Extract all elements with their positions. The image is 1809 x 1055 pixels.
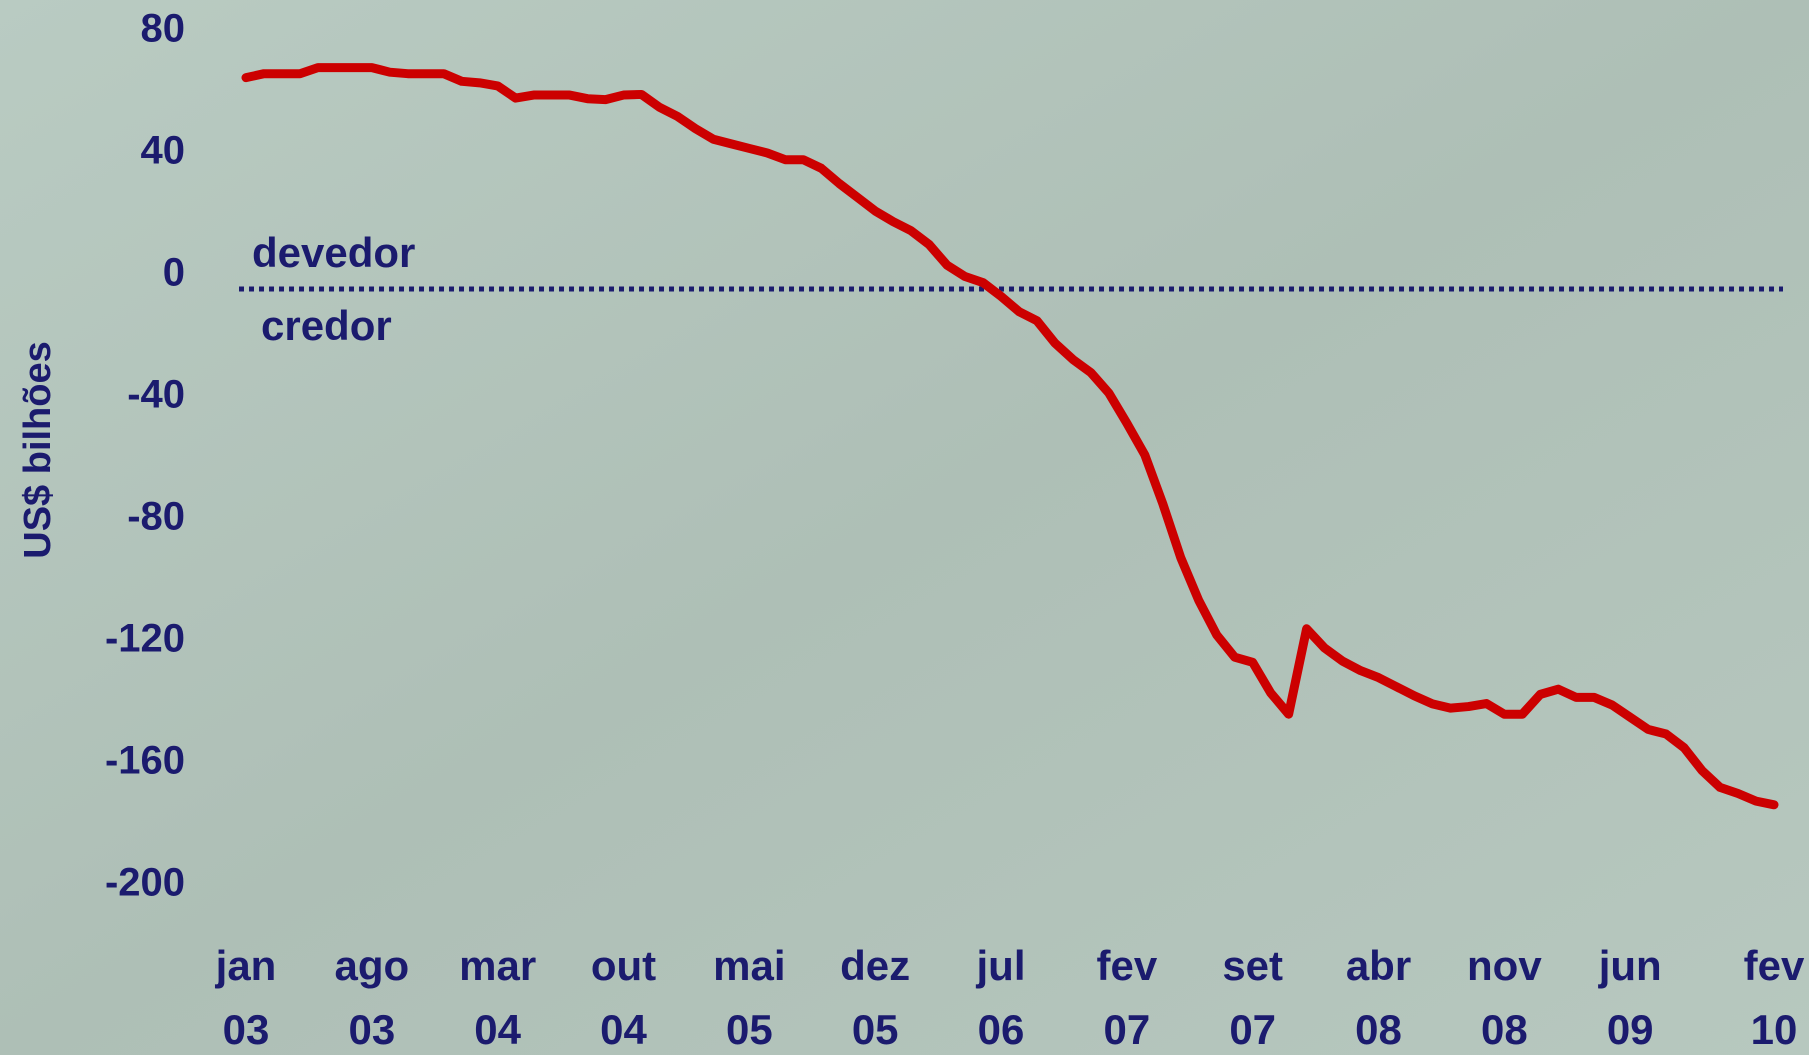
page: US$ bilhões devedor credor 80 40 0 -40 -80 -1… — [0, 0, 1809, 1055]
x-tick-label-line: dez — [840, 942, 910, 989]
x-tick-label-line: 09 — [1607, 1006, 1654, 1053]
y-tick-label: -160 — [105, 739, 185, 783]
x-tick-label-line: 05 — [852, 1006, 899, 1053]
x-tick-label-line: ago — [334, 942, 409, 989]
x-tick-label-line: 07 — [1229, 1006, 1276, 1053]
annotation: credor — [261, 302, 392, 349]
x-tick-label-line: 03 — [223, 1006, 270, 1053]
x-tick-label-line: 07 — [1103, 1006, 1150, 1053]
y-tick-label: 0 — [163, 251, 185, 295]
x-tick-label-line: nov — [1467, 942, 1542, 989]
x-tick-label-line: 03 — [348, 1006, 395, 1053]
x-tick-label-line: jun — [1598, 942, 1662, 989]
x-tick-label-line: abr — [1346, 942, 1411, 989]
x-tick-label-line: set — [1222, 942, 1283, 989]
x-tick-label-line: fev — [1744, 942, 1805, 989]
y-tick-label: -120 — [105, 617, 185, 661]
x-tick-label-line: out — [591, 942, 656, 989]
x-tick-label-line: fev — [1096, 942, 1157, 989]
chart: US$ bilhões devedor credor 80 40 0 -40 -80 -1… — [0, 0, 1809, 1055]
x-tick-label-line: jul — [976, 942, 1026, 989]
y-tick-label: -80 — [127, 495, 185, 539]
x-tick-label-line: mar — [459, 942, 536, 989]
y-tick-label: 40 — [141, 129, 186, 173]
annotation: devedor — [252, 229, 415, 276]
x-tick-label-line: 10 — [1751, 1006, 1798, 1053]
y-tick-label: 80 — [141, 7, 186, 51]
x-tick-label-line: 05 — [726, 1006, 773, 1053]
y-axis-label: US$ bilhões — [17, 341, 59, 559]
y-tick-label: -200 — [105, 861, 185, 905]
x-tick-label-line: 04 — [474, 1006, 521, 1053]
x-tick-label-line: 06 — [978, 1006, 1025, 1053]
x-tick-label-line: 08 — [1481, 1006, 1528, 1053]
x-tick-label-line: 04 — [600, 1006, 647, 1053]
x-tick-label-line: mai — [713, 942, 785, 989]
background — [0, 0, 1809, 1055]
x-tick-label-line: jan — [215, 942, 277, 989]
y-tick-label: -40 — [127, 373, 185, 417]
x-tick-label-line: 08 — [1355, 1006, 1402, 1053]
